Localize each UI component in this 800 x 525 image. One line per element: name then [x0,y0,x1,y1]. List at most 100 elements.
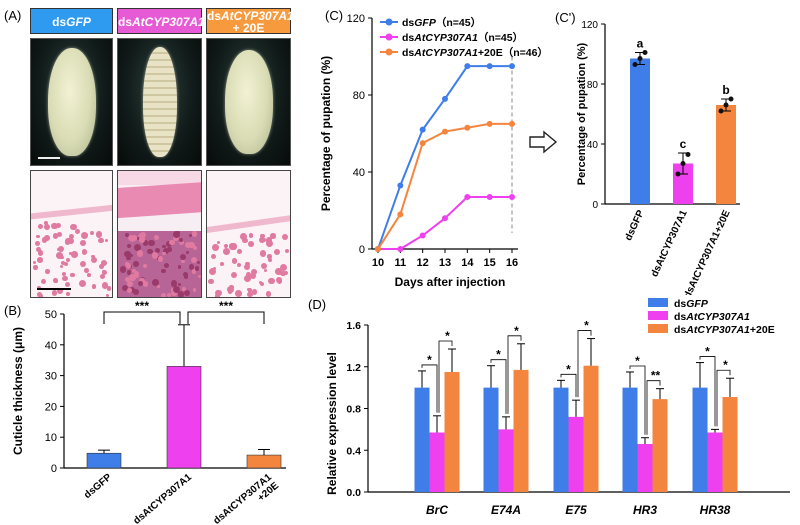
legend-label-part: GFP [686,298,709,310]
y-tick-label: 1.2 [346,362,361,374]
bar [86,452,122,469]
header-prefix: ds [52,15,67,29]
y-tick-label: 50 [45,309,57,321]
y-tick-label: 0 [359,244,365,256]
tissue-cell [208,278,214,284]
y-tick-label: 40 [45,340,57,352]
tissue-cell [44,221,48,225]
tissue-cell [248,233,253,238]
legend-swatch [648,298,668,307]
x-tick-label: 13 [439,257,451,269]
tissue-cell [177,265,181,269]
tissue-cell [231,272,238,279]
tissue-cell [70,223,77,231]
tissue-cell [137,280,143,287]
tissue-cell [259,281,264,286]
bar [553,387,569,492]
x-tick-label: 11 [395,257,407,269]
tissue-cell [276,278,282,284]
tissue-cell [125,263,132,269]
tissue-cell [157,256,164,262]
cuticle-layer [118,181,201,219]
tissue-cell [217,240,221,244]
tissue-cell [166,241,172,247]
bar [707,432,723,492]
tissue-cell [69,251,73,256]
histology-dsatcyp307a1-20e [206,170,291,298]
scale-bar [38,157,60,159]
replicate-point [728,96,734,102]
panel-label-a: (A) [4,8,22,23]
tissue-cell [169,239,176,246]
tissue-cell [124,250,132,258]
bar [652,399,668,492]
tissue-cell [157,284,161,288]
tissue-cell [125,232,130,237]
x-tick-label: dsAtCYP307A1 [649,208,690,279]
tissue-cell [280,270,286,277]
tissue-cell [275,268,282,275]
x-tick-label: dsGFP [82,472,114,501]
tissue-cell [62,271,66,276]
y-axis-label: Relative expression level [325,352,339,495]
tissue-cell [68,233,75,240]
bar [414,387,430,492]
tissue-cell [177,290,185,297]
x-tick-label: dsGFP [623,208,647,242]
tissue-cell [98,237,104,244]
tissue-cell [143,264,148,269]
tissue-cell [101,260,108,267]
tissue-cell [56,247,60,251]
x-tick-label-line: dsAtCYP307A1 [131,472,194,525]
tissue-cell [152,279,160,286]
background-layer [118,171,201,185]
tissue-cell [228,289,233,294]
significance-label: ** [651,369,661,383]
replicate-point [675,171,681,177]
tissue-cell [71,251,78,258]
data-point [375,246,381,252]
significance-label: * [723,358,728,372]
gene-label: HR3 [633,503,657,517]
tissue-cell [172,231,180,238]
legend-swatch [648,311,668,320]
tissue-cell [222,248,230,255]
tissue-cell [239,233,247,240]
bar [429,432,445,492]
cuticle-layer [31,204,112,220]
legend-label-part: AtCYP307A1 [685,324,750,336]
legend-label-part: （n=45） [436,16,481,29]
tissue-cell [105,293,110,297]
tissue-cell [267,254,272,259]
x-tick-label: dsAtCYP307A1+20E [211,472,281,525]
x-axis-label: Days after injection [395,275,506,289]
tissue-cell [120,266,127,273]
tissue-cell [74,229,80,235]
tissue-cell [36,257,43,263]
bar [246,454,282,469]
tissue-cell [57,288,63,294]
tissue-area [207,233,290,297]
tissue-cell [261,237,266,242]
tissue-cell [237,263,242,268]
significance-label: * [584,319,589,333]
y-tick-label: 1.6 [346,320,361,332]
tissue-cell [87,272,91,277]
tissue-cell [51,289,58,296]
y-axis-label: Cuticle thickness (μm) [11,327,25,455]
replicate-point [632,62,638,67]
legend-label-part: ds [402,17,414,29]
data-point [486,194,493,201]
header-prefix: ds [118,15,133,29]
tissue-cell [138,236,146,243]
data-point [464,63,471,70]
tissue-cell [64,261,68,266]
tissue-cell [129,274,136,281]
data-point [442,215,448,222]
tissue-cell [251,289,258,295]
significance-bracket [490,359,507,414]
legend-label-part: AtCYP307A1 [413,32,478,44]
larva-image [142,47,177,157]
tissue-cell [65,282,71,288]
significance-bracket [629,365,646,435]
